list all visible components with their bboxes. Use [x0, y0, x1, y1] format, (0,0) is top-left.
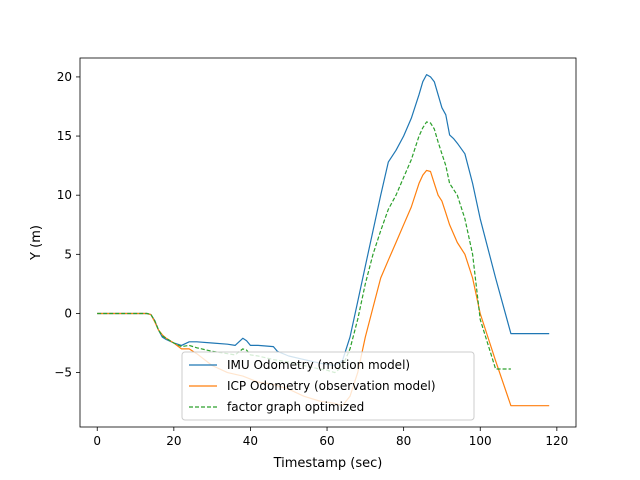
series-line-3 [97, 121, 511, 374]
x-axis-label: Timestamp (sec) [273, 456, 383, 471]
legend-entry-label: IMU Odometry (motion model) [227, 358, 410, 372]
series-line-1 [97, 73, 550, 367]
x-tick-label: 20 [166, 434, 181, 448]
y-tick-label: 20 [57, 70, 72, 84]
x-tick-label: 100 [469, 434, 492, 448]
x-tick-label: 120 [545, 434, 568, 448]
x-tick-label: 40 [243, 434, 258, 448]
plot-area-frame [79, 57, 577, 428]
x-tick-label: 0 [93, 434, 101, 448]
x-tick-label: 80 [396, 434, 411, 448]
legend: IMU Odometry (motion model) ICP Odometry … [181, 351, 475, 421]
y-tick-label: 5 [64, 247, 72, 261]
legend-box [181, 351, 475, 421]
x-tick-label: 60 [319, 434, 334, 448]
y-axis-label: Y (m) [29, 225, 44, 261]
y-tick-label: 10 [57, 188, 72, 202]
y-tick-label: 0 [64, 306, 72, 320]
y-tick-label: 15 [57, 129, 72, 143]
legend-entry-label: factor graph optimized [227, 400, 364, 414]
axis-ticks: 0 20 40 60 80 100 120 −5 0 5 10 15 20 [54, 70, 568, 448]
legend-entry-label: ICP Odometry (observation model) [227, 379, 436, 393]
y-tick-label: −5 [54, 366, 72, 380]
